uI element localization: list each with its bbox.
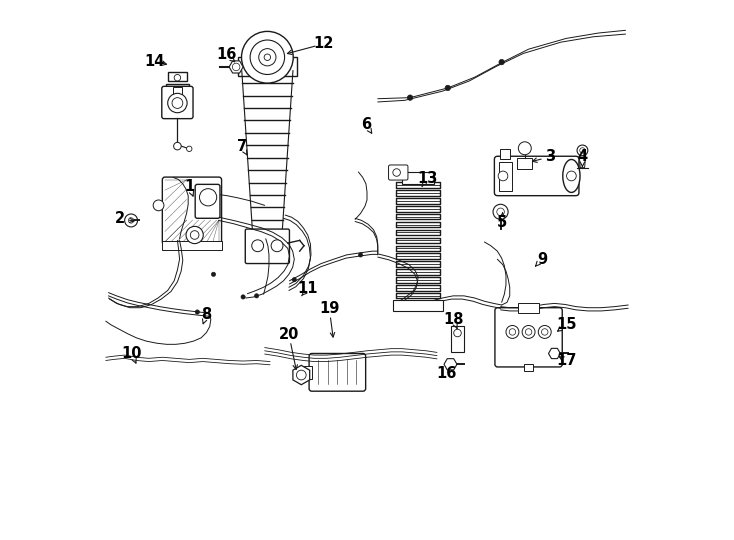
Text: 16: 16 [437, 366, 457, 381]
Text: 17: 17 [556, 353, 576, 368]
Circle shape [128, 218, 134, 223]
Text: 8: 8 [201, 307, 211, 322]
Circle shape [292, 278, 297, 282]
Circle shape [259, 49, 276, 66]
FancyBboxPatch shape [309, 354, 366, 391]
Circle shape [195, 310, 200, 314]
Circle shape [186, 146, 192, 152]
Circle shape [506, 326, 519, 339]
Circle shape [518, 142, 531, 155]
Text: 15: 15 [556, 318, 576, 333]
Circle shape [297, 370, 306, 380]
Bar [501, 150, 510, 159]
Circle shape [498, 171, 508, 181]
Bar [173, 87, 182, 96]
Circle shape [153, 200, 164, 211]
Circle shape [393, 168, 400, 176]
Circle shape [509, 329, 516, 335]
FancyBboxPatch shape [245, 229, 289, 264]
Bar [524, 364, 533, 371]
Text: 3: 3 [545, 150, 555, 164]
Bar [517, 303, 539, 313]
Text: 6: 6 [361, 117, 371, 132]
Bar [402, 172, 435, 184]
Circle shape [542, 329, 548, 335]
Circle shape [538, 326, 551, 339]
Circle shape [567, 171, 576, 181]
Text: 5: 5 [496, 215, 506, 230]
Bar [498, 163, 512, 191]
Text: 11: 11 [297, 281, 318, 296]
Circle shape [271, 240, 283, 252]
Bar [167, 72, 187, 82]
Text: 18: 18 [443, 312, 463, 327]
Circle shape [190, 231, 199, 239]
Circle shape [211, 272, 216, 276]
Bar [166, 84, 189, 111]
Text: 2: 2 [115, 211, 126, 226]
Circle shape [358, 253, 363, 257]
FancyBboxPatch shape [495, 308, 562, 367]
Circle shape [580, 148, 585, 153]
FancyBboxPatch shape [162, 177, 222, 245]
Circle shape [499, 59, 504, 65]
Circle shape [454, 329, 461, 337]
FancyBboxPatch shape [195, 184, 220, 218]
Circle shape [526, 329, 532, 335]
Circle shape [252, 240, 264, 252]
Circle shape [241, 31, 293, 83]
Bar [517, 158, 532, 168]
Text: 14: 14 [144, 53, 164, 69]
Circle shape [522, 326, 535, 339]
Text: 20: 20 [279, 327, 299, 342]
Text: 16: 16 [217, 47, 237, 62]
Circle shape [497, 208, 504, 215]
Ellipse shape [563, 159, 580, 192]
Text: 9: 9 [537, 252, 547, 267]
Circle shape [186, 226, 203, 244]
Text: 1: 1 [184, 179, 195, 194]
Bar [162, 241, 222, 250]
FancyBboxPatch shape [161, 86, 193, 119]
Circle shape [125, 214, 137, 227]
Text: 19: 19 [319, 301, 340, 316]
FancyBboxPatch shape [388, 165, 408, 180]
Circle shape [264, 54, 271, 60]
Circle shape [241, 295, 245, 299]
Circle shape [445, 85, 451, 91]
Text: 12: 12 [313, 36, 334, 51]
Circle shape [577, 145, 588, 156]
Circle shape [250, 40, 285, 75]
Circle shape [233, 63, 240, 71]
Polygon shape [579, 156, 586, 167]
Bar [304, 366, 312, 379]
Circle shape [493, 204, 508, 219]
Text: 10: 10 [121, 346, 142, 361]
Text: 7: 7 [237, 139, 247, 153]
Text: 4: 4 [578, 150, 587, 164]
Circle shape [172, 98, 183, 109]
Circle shape [174, 75, 181, 81]
Circle shape [407, 95, 413, 100]
Circle shape [167, 93, 187, 113]
Bar [451, 326, 464, 352]
Circle shape [174, 143, 181, 150]
Circle shape [255, 294, 259, 298]
Circle shape [200, 188, 217, 206]
Text: 13: 13 [418, 171, 438, 186]
FancyBboxPatch shape [495, 156, 579, 195]
Bar [238, 57, 297, 76]
Bar [393, 300, 443, 312]
